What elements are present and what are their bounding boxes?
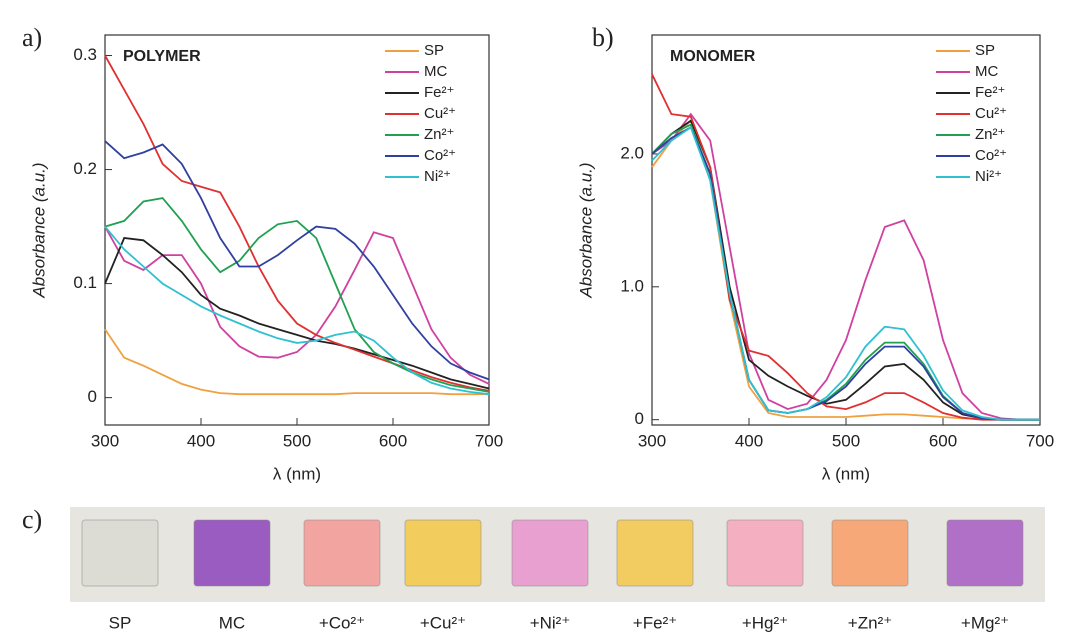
x-tick-label: 600 xyxy=(379,431,407,450)
legend-label: SP xyxy=(975,42,995,59)
legend-label: MC xyxy=(424,63,447,80)
x-tick-label: 300 xyxy=(91,431,119,450)
x-tick-label: 700 xyxy=(475,431,503,450)
legend-label: Fe²⁺ xyxy=(975,84,1005,101)
sample-label: SP xyxy=(109,613,132,632)
x-tick-label: 700 xyxy=(1026,431,1054,450)
series-line xyxy=(104,328,489,396)
sample-film xyxy=(616,519,694,587)
legend-label: Zn²⁺ xyxy=(975,126,1005,143)
y-tick-label: 0 xyxy=(88,387,97,406)
y-tick-label: 0.2 xyxy=(73,159,97,178)
sample-film xyxy=(726,519,804,587)
legend-label: MC xyxy=(975,63,998,80)
legend-label: Zn²⁺ xyxy=(424,126,454,143)
sample-label: +Co²⁺ xyxy=(319,613,365,632)
legend-label: Cu²⁺ xyxy=(975,105,1007,122)
y-tick-label: 0.3 xyxy=(73,45,97,64)
legend-label: Co²⁺ xyxy=(975,147,1007,164)
legend-label: Co²⁺ xyxy=(424,147,456,164)
legend-label: Fe²⁺ xyxy=(424,84,454,101)
x-tick-label: 300 xyxy=(638,431,666,450)
sample-label: +Fe²⁺ xyxy=(633,613,677,632)
series-line xyxy=(104,226,490,385)
series-line xyxy=(651,112,1040,421)
sample-label: +Mg²⁺ xyxy=(961,613,1009,632)
series-line xyxy=(104,197,490,393)
series-line xyxy=(651,126,1040,421)
sample-label: +Hg²⁺ xyxy=(742,613,788,632)
sample-label: +Ni²⁺ xyxy=(530,613,571,632)
sample-label: +Cu²⁺ xyxy=(420,613,466,632)
sample-film xyxy=(404,519,482,587)
y-tick-label: 1.0 xyxy=(620,276,644,295)
series-line xyxy=(104,237,490,390)
sample-film xyxy=(81,519,159,587)
y-axis-label: Absorbance (a.u.) xyxy=(576,162,595,298)
series-line xyxy=(104,226,490,396)
panel-label: b) xyxy=(592,23,614,52)
legend-label: Ni²⁺ xyxy=(975,168,1002,185)
x-tick-label: 400 xyxy=(735,431,763,450)
legend-label: Ni²⁺ xyxy=(424,168,451,185)
x-tick-label: 400 xyxy=(187,431,215,450)
panel-label: c) xyxy=(22,505,42,534)
legend-label: Cu²⁺ xyxy=(424,105,456,122)
panel-label: a) xyxy=(22,23,42,52)
x-axis-label: λ (nm) xyxy=(822,464,870,483)
series-line xyxy=(104,55,490,392)
chart-title: MONOMER xyxy=(670,48,756,65)
y-tick-label: 2.0 xyxy=(620,143,644,162)
y-tick-label: 0.1 xyxy=(73,273,97,292)
sample-label: +Zn²⁺ xyxy=(848,613,892,632)
x-tick-label: 600 xyxy=(929,431,957,450)
sample-film xyxy=(511,519,589,587)
x-tick-label: 500 xyxy=(283,431,311,450)
y-tick-label: 0 xyxy=(635,409,644,428)
chart-title: POLYMER xyxy=(123,48,201,65)
sample-label: MC xyxy=(219,613,245,632)
series-line xyxy=(104,140,490,381)
x-axis-label: λ (nm) xyxy=(273,464,321,483)
x-tick-label: 500 xyxy=(832,431,860,450)
sample-film xyxy=(831,519,909,587)
y-axis-label: Absorbance (a.u.) xyxy=(29,162,48,298)
sample-film xyxy=(193,519,271,587)
sample-film xyxy=(946,519,1024,587)
sample-film xyxy=(303,519,381,587)
legend-label: SP xyxy=(424,42,444,59)
